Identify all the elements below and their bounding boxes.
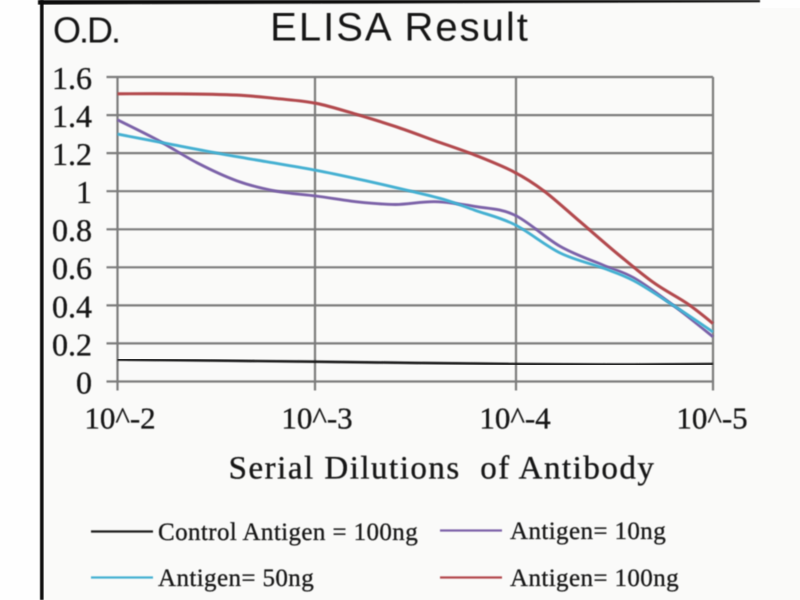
svg-text:10^-5: 10^-5 bbox=[676, 401, 747, 436]
svg-text:0.8: 0.8 bbox=[52, 212, 92, 248]
svg-text:0.4: 0.4 bbox=[52, 288, 92, 324]
svg-text:1.6: 1.6 bbox=[52, 60, 92, 96]
svg-text:10^-3: 10^-3 bbox=[281, 401, 352, 436]
svg-text:Control Antigen = 100ng: Control Antigen = 100ng bbox=[158, 519, 418, 546]
svg-text:Antigen= 100ng: Antigen= 100ng bbox=[510, 565, 679, 592]
svg-text:Serial Dilutions of Antibody: Serial Dilutions of Antibody bbox=[229, 451, 656, 487]
svg-text:0.2: 0.2 bbox=[52, 326, 92, 362]
svg-text:10^-4: 10^-4 bbox=[479, 401, 551, 436]
svg-text:10^-2: 10^-2 bbox=[84, 401, 155, 436]
svg-text:1.4: 1.4 bbox=[52, 98, 92, 134]
svg-text:Antigen= 50ng: Antigen= 50ng bbox=[158, 565, 314, 592]
svg-text:1.2: 1.2 bbox=[52, 136, 92, 172]
svg-text:0.6: 0.6 bbox=[52, 250, 92, 286]
svg-text:Antigen= 10ng: Antigen= 10ng bbox=[510, 518, 666, 545]
svg-text:ELISA Result: ELISA Result bbox=[270, 6, 530, 50]
svg-text:1: 1 bbox=[76, 174, 92, 210]
svg-text:O.D.: O.D. bbox=[53, 10, 119, 51]
svg-text:0: 0 bbox=[76, 364, 92, 400]
